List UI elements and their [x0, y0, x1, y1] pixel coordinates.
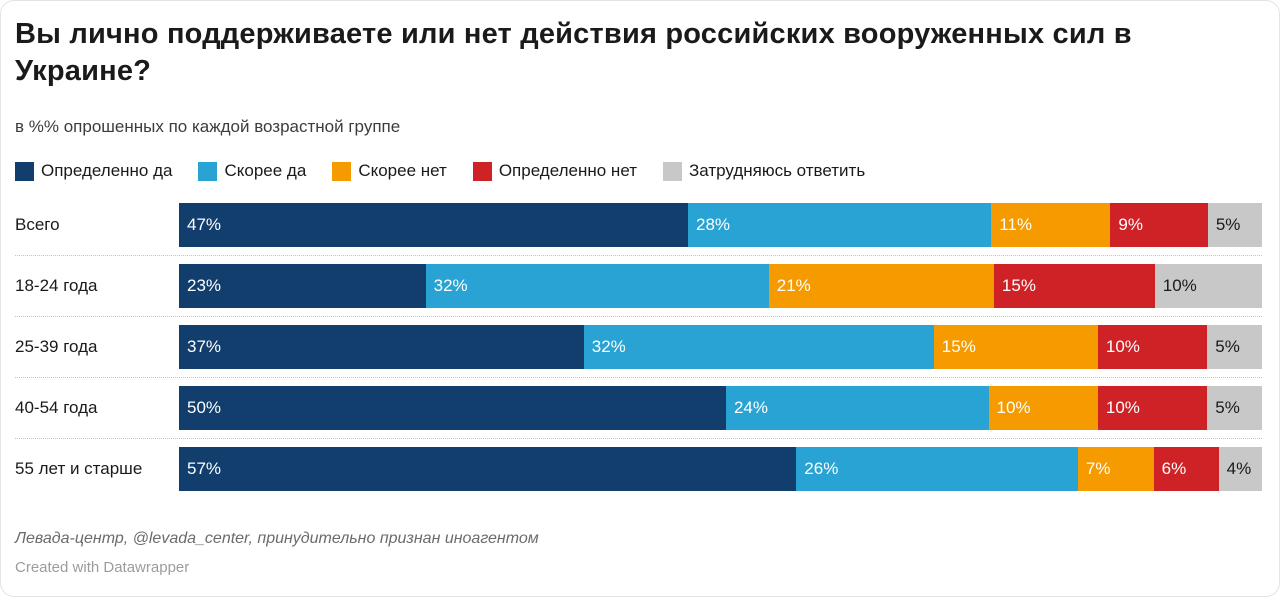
legend-item: Затрудняюсь ответить	[663, 161, 865, 181]
bar-segment: 10%	[1097, 325, 1208, 369]
bar-value-label: 4%	[1226, 459, 1252, 478]
legend: Определенно да Скорее да Скорее нет Определ…	[15, 161, 1262, 181]
bar-value-label: 10%	[996, 398, 1031, 417]
bar-value-label: 5%	[1215, 337, 1240, 356]
chart-row: Всего 47% 28% 11% 9% 5%	[15, 195, 1262, 255]
bar-segment: 9%	[1110, 203, 1208, 247]
bar-segment: 10%	[1154, 264, 1262, 308]
stacked-bar: 50% 24% 10% 10% 5%	[179, 386, 1262, 430]
bar-segment: 4%	[1218, 447, 1262, 491]
bar-segment: 21%	[768, 264, 994, 308]
stacked-bar: 57% 26% 7% 6% 4%	[179, 447, 1262, 491]
bar-segment: 37%	[179, 325, 584, 369]
bar-value-label: 10%	[1162, 276, 1197, 295]
bar-value-label: 32%	[433, 276, 468, 295]
bar-value-label: 15%	[1001, 276, 1036, 295]
bar-value-label: 57%	[187, 459, 222, 478]
bar-segment: 7%	[1077, 447, 1154, 491]
chart-row: 55 лет и старше 57% 26% 7% 6% 4%	[15, 438, 1262, 499]
stacked-bar: 23% 32% 21% 15% 10%	[179, 264, 1262, 308]
legend-label: Скорее нет	[358, 161, 447, 180]
bar-value-label: 5%	[1215, 215, 1241, 234]
row-label: 55 лет и старше	[15, 459, 143, 478]
row-label: 25-39 года	[15, 337, 98, 356]
bar-value-label: 47%	[187, 215, 222, 234]
chart-subtitle: в %% опрошенных по каждой возрастной гру…	[15, 117, 401, 136]
bar-segment: 26%	[796, 447, 1078, 491]
bar-value-label: 11%	[999, 215, 1032, 234]
bar-segment: 28%	[688, 203, 992, 247]
bar-segment: 32%	[425, 264, 769, 308]
legend-label: Скорее да	[224, 161, 307, 180]
bar-value-label: 50%	[187, 398, 222, 417]
chart-row: 25-39 года 37% 32% 15% 10% 5%	[15, 316, 1262, 377]
legend-item: Скорее да	[198, 161, 306, 181]
legend-label: Затрудняюсь ответить	[689, 161, 866, 180]
bar-segment: 15%	[993, 264, 1155, 308]
stacked-bar: 47% 28% 11% 9% 5%	[179, 203, 1262, 247]
legend-swatch	[198, 161, 218, 181]
bar-segment: 15%	[933, 325, 1098, 369]
legend-item: Скорее нет	[332, 161, 447, 181]
source-note: Левада-центр, @levada_center, принудител…	[15, 530, 539, 547]
bar-value-label: 10%	[1105, 337, 1140, 356]
legend-swatch	[472, 161, 492, 181]
stacked-bar-chart: Всего 47% 28% 11% 9% 5% 18-24 года 23% 32% 21% 15%…	[15, 195, 1262, 499]
bar-value-label: 6%	[1161, 459, 1187, 478]
bar-segment: 11%	[991, 203, 1111, 247]
bar-segment: 50%	[179, 386, 726, 430]
bar-value-label: 26%	[804, 459, 839, 478]
bar-segment: 32%	[583, 325, 934, 369]
legend-label: Определенно да	[41, 161, 173, 180]
bar-segment: 24%	[725, 386, 989, 430]
bar-segment: 5%	[1207, 203, 1262, 247]
bar-segment: 47%	[179, 203, 688, 247]
bar-segment: 10%	[1097, 386, 1208, 430]
chart-title: Вы лично поддерживаете или нет действия …	[15, 18, 1132, 87]
bar-value-label: 23%	[187, 276, 222, 295]
bar-value-label: 21%	[776, 276, 811, 295]
legend-item: Определенно нет	[472, 161, 637, 181]
legend-item: Определенно да	[15, 161, 172, 181]
legend-label: Определенно нет	[498, 161, 637, 180]
bar-segment: 57%	[179, 447, 797, 491]
bar-value-label: 37%	[187, 337, 222, 356]
legend-swatch	[332, 161, 352, 181]
bar-value-label: 15%	[941, 337, 976, 356]
legend-swatch	[663, 161, 682, 181]
row-label: 40-54 года	[15, 398, 98, 417]
bar-segment: 23%	[179, 264, 426, 308]
bar-value-label: 9%	[1118, 215, 1143, 234]
bar-value-label: 7%	[1085, 459, 1111, 478]
bar-segment: 6%	[1153, 447, 1219, 491]
legend-swatch	[15, 161, 34, 181]
bar-value-label: 10%	[1105, 398, 1140, 417]
chart-row: 40-54 года 50% 24% 10% 10% 5%	[15, 377, 1262, 438]
bar-value-label: 5%	[1215, 398, 1240, 417]
bar-value-label: 32%	[591, 337, 626, 356]
bar-value-label: 24%	[733, 398, 768, 417]
chart-row: 18-24 года 23% 32% 21% 15% 10%	[15, 255, 1262, 316]
bar-value-label: 28%	[696, 215, 731, 234]
datawrapper-attribution: Created with Datawrapper	[15, 559, 190, 576]
bar-segment: 5%	[1207, 325, 1262, 369]
row-label: Всего	[15, 215, 60, 234]
bar-segment: 5%	[1207, 386, 1262, 430]
bar-segment: 10%	[988, 386, 1098, 430]
stacked-bar: 37% 32% 15% 10% 5%	[179, 325, 1262, 369]
row-label: 18-24 года	[15, 276, 98, 295]
